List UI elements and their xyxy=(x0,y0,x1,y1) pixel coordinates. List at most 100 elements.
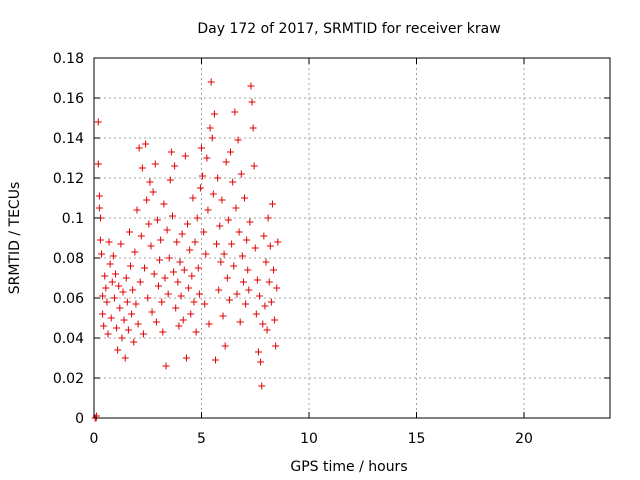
data-point xyxy=(200,228,208,236)
data-point xyxy=(263,326,271,334)
data-point xyxy=(185,284,193,292)
data-point xyxy=(180,266,188,274)
y-axis-label: SRMTID / TECUs xyxy=(7,182,23,295)
data-point xyxy=(254,348,262,356)
data-point xyxy=(202,250,210,258)
x-tick-label: 15 xyxy=(408,431,426,447)
data-point xyxy=(221,342,229,350)
y-tick-label: 0.06 xyxy=(53,291,84,307)
data-point xyxy=(124,326,132,334)
data-point xyxy=(186,246,194,254)
data-point xyxy=(167,148,175,156)
data-point xyxy=(144,294,152,302)
data-point xyxy=(253,276,261,284)
y-tick-label: 0.08 xyxy=(53,251,84,267)
data-point xyxy=(235,228,243,236)
data-point xyxy=(266,242,274,250)
data-point xyxy=(100,322,108,330)
data-point xyxy=(109,252,117,260)
data-point xyxy=(270,266,278,274)
data-point xyxy=(129,286,137,294)
data-point xyxy=(131,248,139,256)
data-point xyxy=(224,216,232,224)
data-point xyxy=(187,310,195,318)
data-point xyxy=(114,346,122,354)
data-point xyxy=(211,356,219,364)
data-point xyxy=(198,144,205,152)
data-point xyxy=(103,298,111,306)
data-point xyxy=(98,250,106,258)
data-point xyxy=(95,204,103,212)
data-point xyxy=(248,98,256,106)
data-point xyxy=(229,178,237,186)
data-point xyxy=(153,216,161,224)
data-point xyxy=(172,304,180,312)
data-point xyxy=(106,260,114,268)
data-point xyxy=(190,298,198,306)
y-tick-label: 0.14 xyxy=(53,131,84,147)
data-point xyxy=(133,206,141,214)
data-point xyxy=(233,290,241,298)
data-point xyxy=(143,196,151,204)
data-point xyxy=(214,174,222,182)
data-point xyxy=(243,236,251,244)
data-point xyxy=(164,290,172,298)
data-point xyxy=(246,218,254,226)
data-point xyxy=(217,258,225,266)
data-point xyxy=(171,162,179,170)
data-point xyxy=(112,270,119,278)
data-point xyxy=(273,284,281,292)
data-point xyxy=(158,298,166,306)
data-point xyxy=(110,294,118,302)
data-point xyxy=(245,286,253,294)
data-point xyxy=(174,278,182,286)
data-point xyxy=(177,292,185,300)
data-point xyxy=(249,124,257,132)
data-point xyxy=(181,152,189,160)
data-point xyxy=(95,192,103,200)
data-point xyxy=(193,214,201,222)
data-point xyxy=(261,302,269,310)
data-point xyxy=(147,242,155,250)
data-point xyxy=(191,238,199,246)
data-point xyxy=(132,300,140,308)
data-point xyxy=(122,274,130,282)
y-tick-label: 0 xyxy=(75,411,84,427)
data-point xyxy=(120,316,128,324)
data-point xyxy=(195,290,203,298)
data-point xyxy=(222,158,230,166)
data-point xyxy=(175,322,183,330)
data-point xyxy=(239,278,247,286)
data-point xyxy=(152,318,160,326)
x-axis-label: GPS time / hours xyxy=(290,459,407,475)
x-tick-label: 20 xyxy=(515,431,533,447)
data-point xyxy=(127,262,135,270)
data-point xyxy=(141,264,149,272)
y-tick-label: 0.1 xyxy=(62,211,84,227)
data-point xyxy=(225,296,233,304)
data-point xyxy=(170,268,178,276)
data-point xyxy=(123,298,131,306)
data-point xyxy=(201,300,209,308)
data-point xyxy=(274,238,282,246)
data-point xyxy=(196,184,204,192)
data-point xyxy=(168,212,176,220)
ticks-layer: 0 0.02 0.04 0.06 0.08 0.1 0.12 0.14 0.16 0.18 0 5 10… xyxy=(53,51,610,447)
data-point xyxy=(271,316,279,324)
data-point xyxy=(115,282,123,290)
data-point xyxy=(237,170,245,178)
data-point xyxy=(272,342,280,350)
data-point xyxy=(204,206,212,214)
data-point xyxy=(145,220,153,228)
data-point xyxy=(182,354,190,362)
data-point xyxy=(203,154,211,162)
points-layer xyxy=(91,78,282,422)
data-point xyxy=(242,300,250,308)
data-point xyxy=(231,108,239,116)
data-point xyxy=(268,200,276,208)
data-point xyxy=(178,230,186,238)
data-point xyxy=(252,310,260,318)
data-point xyxy=(251,244,259,252)
data-point xyxy=(215,286,223,294)
